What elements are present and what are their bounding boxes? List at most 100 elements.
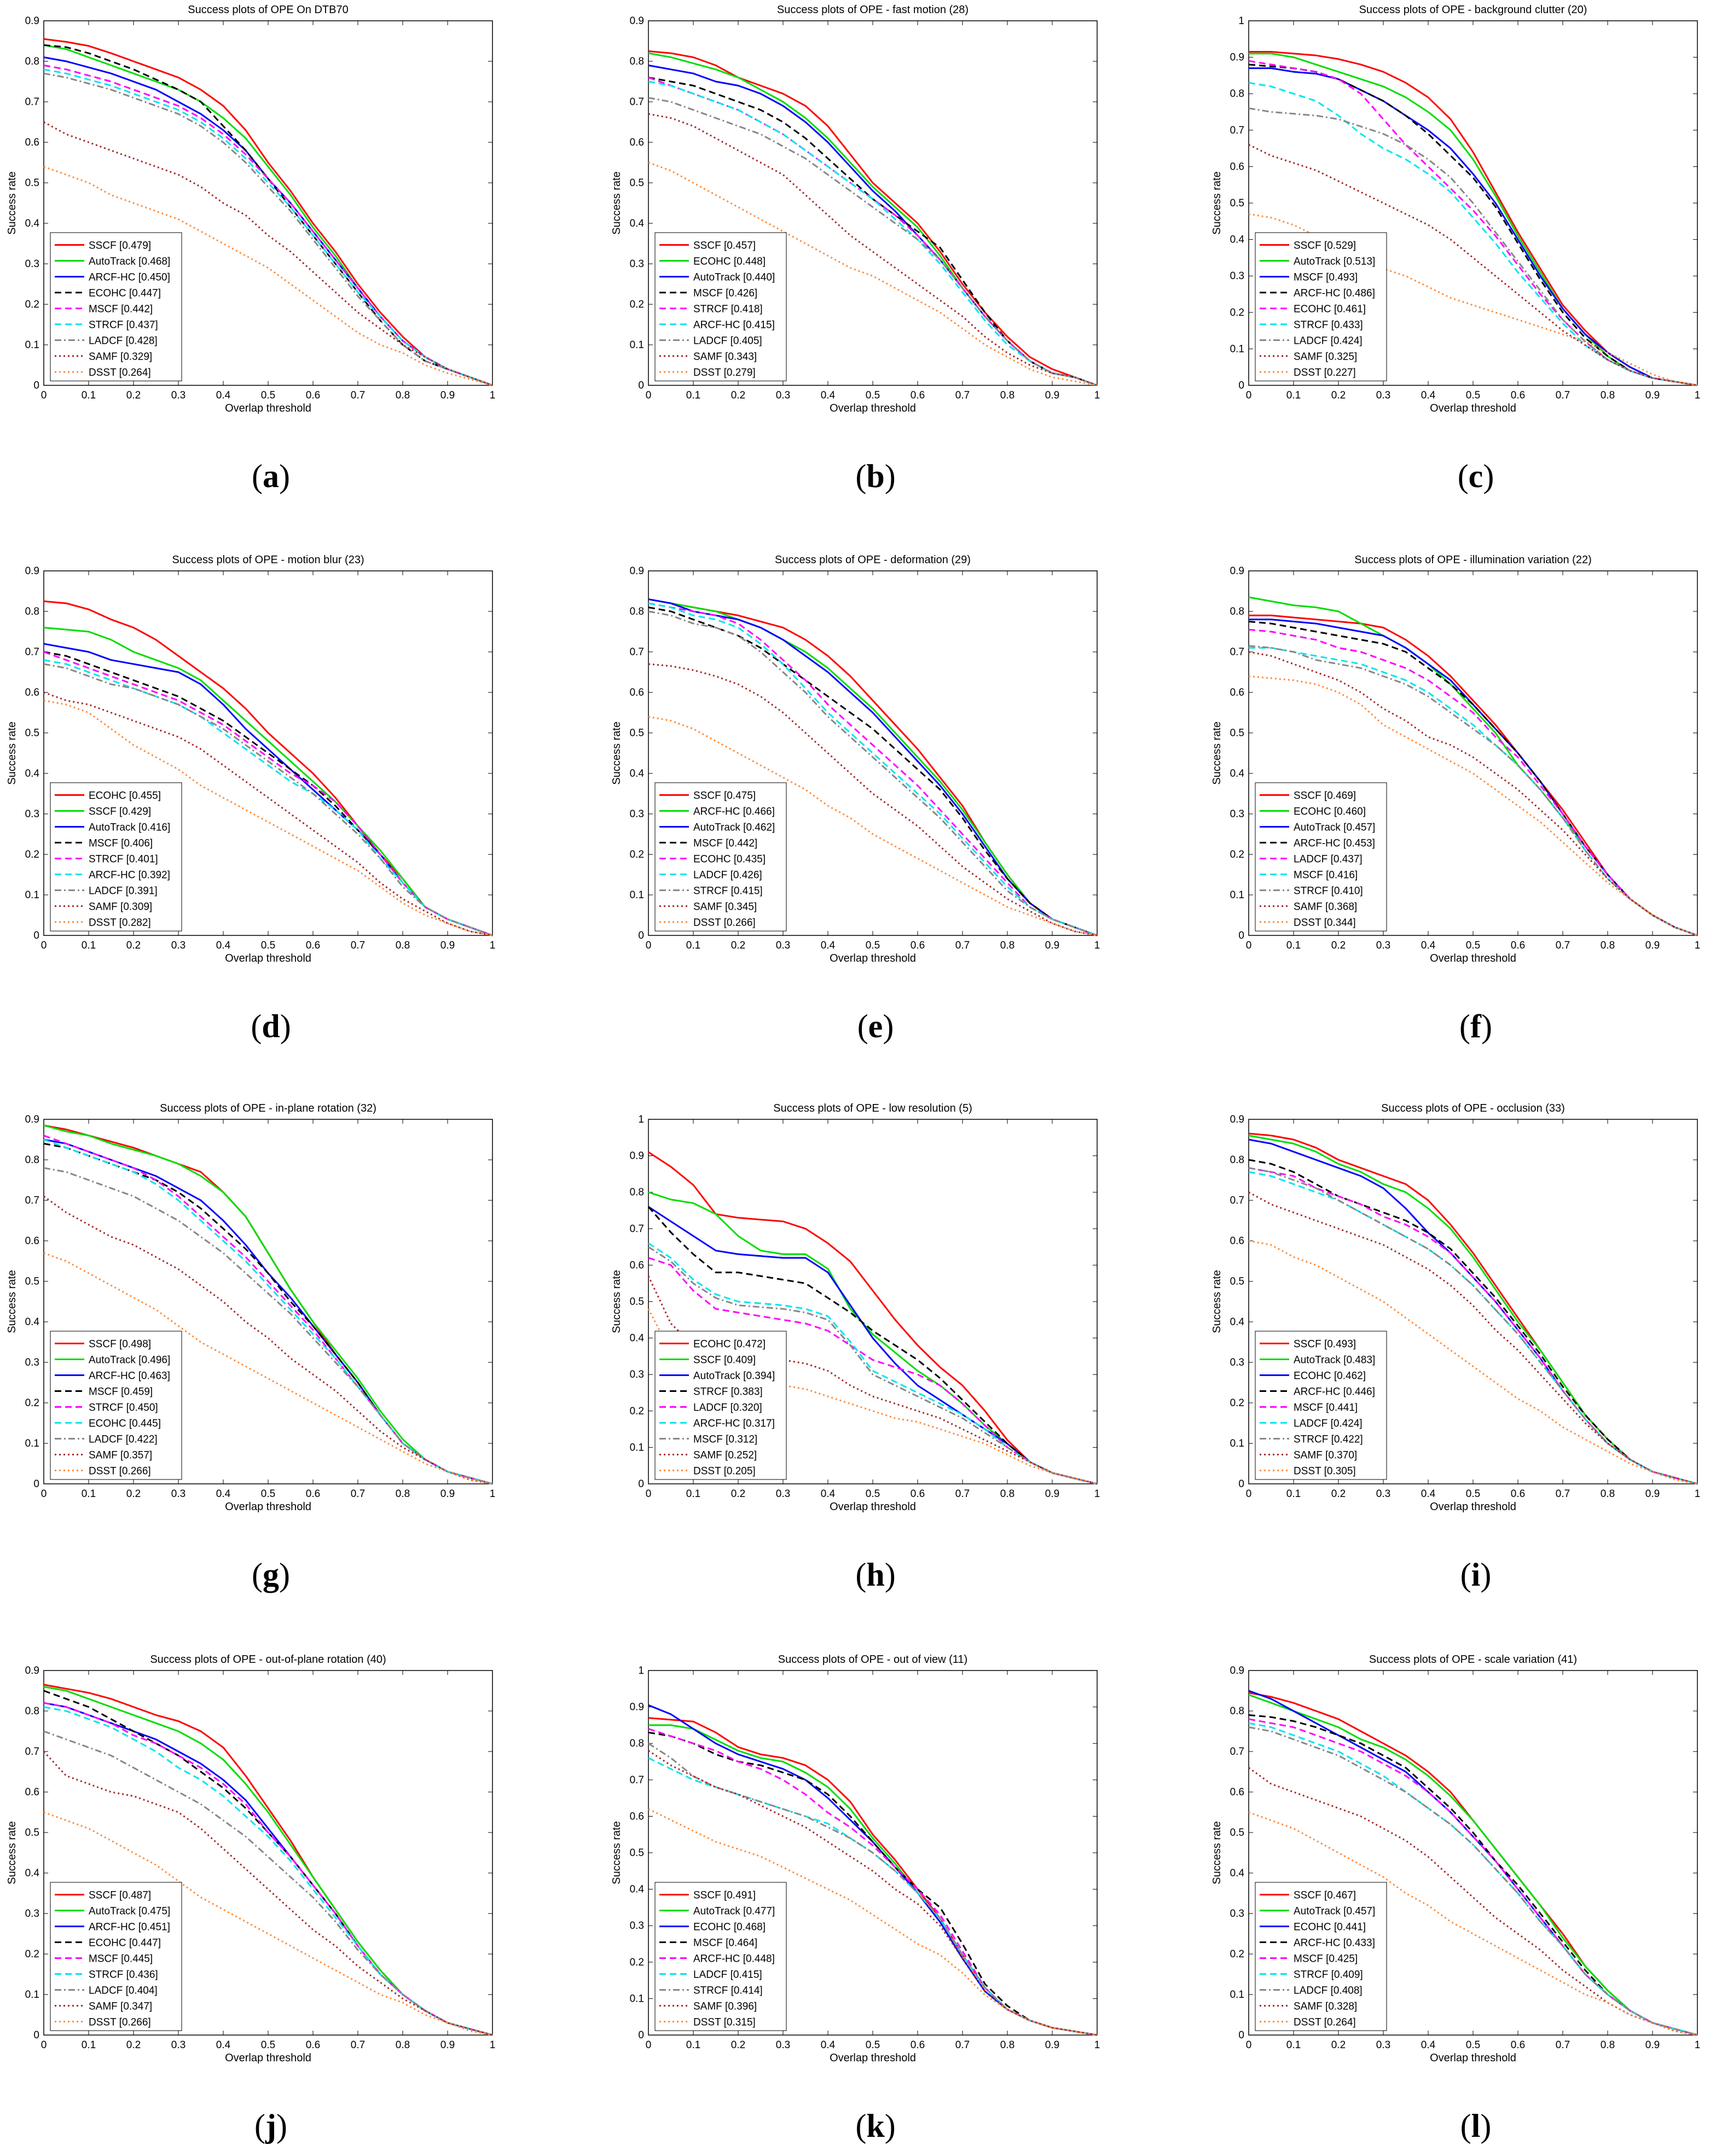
y-tick-label: 0.3 — [630, 1920, 644, 1932]
y-tick-label: 0.8 — [630, 606, 644, 617]
x-tick-label: 0.1 — [82, 940, 96, 951]
y-axis-label: Success rate — [1211, 1270, 1223, 1333]
y-tick-label: 0 — [1238, 930, 1244, 941]
x-tick-label: 0.8 — [1000, 940, 1014, 951]
legend-entry: DSST [0.279] — [693, 367, 756, 379]
x-axis-label: Overlap threshold — [1430, 2052, 1516, 2064]
x-tick-label: 0.6 — [1511, 390, 1525, 401]
x-tick-label: 0.7 — [955, 390, 970, 401]
legend-entry: STRCF [0.436] — [89, 1969, 158, 1981]
y-tick-label: 0.5 — [1230, 1276, 1244, 1287]
chart-panel-k: Success plots of OPE - out of view (11) 0… — [611, 1654, 1100, 2144]
x-tick-label: 1 — [490, 390, 496, 401]
legend-entry: LADCF [0.424] — [1294, 1418, 1363, 1430]
series-line-samf — [648, 1750, 1098, 2036]
legend-entry: DSST [0.266] — [89, 2017, 151, 2028]
x-tick-label: 0.8 — [396, 1488, 410, 1500]
y-tick-label: 0.7 — [630, 1223, 644, 1235]
series-line-ladcf — [43, 1730, 493, 2036]
y-tick-label: 0.7 — [25, 1195, 39, 1206]
legend-entry: MSCF [0.416] — [1294, 870, 1358, 881]
series-line-mscf — [648, 1246, 1098, 1485]
y-tick-label: 0.4 — [630, 768, 645, 779]
x-axis-label: Overlap threshold — [830, 402, 916, 414]
legend-entry: ECOHC [0.435] — [693, 854, 766, 865]
x-tick-label: 0.6 — [1511, 2039, 1525, 2051]
y-tick-label: 0.2 — [25, 1397, 39, 1409]
y-tick-label: 0.8 — [1230, 1154, 1244, 1166]
x-tick-label: 0.2 — [731, 940, 745, 951]
legend-entry: SAMF [0.345] — [693, 901, 757, 913]
y-tick-label: 0.1 — [630, 889, 644, 901]
y-tick-label: 0.2 — [25, 849, 39, 860]
chart-panel-a: Success plots of OPE On DTB70 0 0.1 0.2 0.3 0… — [6, 4, 495, 494]
legend-entry: MSCF [0.442] — [89, 304, 153, 315]
legend-entry: MSCF [0.441] — [1294, 1402, 1358, 1414]
legend-entry: STRCF [0.433] — [1294, 320, 1363, 331]
x-tick-label: 0.3 — [1376, 390, 1390, 401]
y-tick-label: 0.9 — [1230, 1114, 1244, 1125]
y-tick-label: 0.1 — [25, 1438, 39, 1449]
x-tick-label: 0.8 — [396, 2039, 410, 2051]
series-line-strcf — [43, 68, 493, 386]
legend-entry: DSST [0.227] — [1294, 367, 1356, 379]
legend-entry: AutoTrack [0.457] — [1294, 822, 1375, 834]
legend-entry: SAMF [0.325] — [1294, 351, 1357, 363]
legend-entry: LADCF [0.428] — [89, 336, 158, 347]
x-tick-label: 0.5 — [261, 2039, 275, 2051]
y-tick-label: 0.9 — [25, 565, 39, 577]
legend-entry: STRCF [0.437] — [89, 320, 158, 331]
legend-entry: MSCF [0.493] — [1294, 272, 1358, 284]
series-line-ladcf — [43, 1167, 493, 1485]
legend-entry: LADCF [0.422] — [89, 1434, 158, 1446]
y-axis-label: Success rate — [1211, 721, 1223, 785]
legend-entry: LADCF [0.320] — [693, 1402, 762, 1414]
legend-entry: LADCF [0.415] — [693, 1969, 762, 1981]
x-tick-label: 0.9 — [1645, 1488, 1660, 1500]
y-tick-label: 0.3 — [25, 808, 39, 820]
y-axis-label: Success rate — [6, 1821, 18, 1885]
y-tick-label: 0.6 — [25, 137, 39, 148]
legend-entry: DSST [0.266] — [693, 917, 756, 929]
chart-panel-d: Success plots of OPE - motion blur (23) 0… — [6, 554, 495, 1044]
x-tick-label: 0.1 — [1286, 1488, 1301, 1500]
series-line-arcf-hc — [648, 1242, 1098, 1485]
legend-entry: LADCF [0.404] — [89, 1985, 158, 1997]
x-tick-label: 0.5 — [866, 390, 880, 401]
legend-entry: ECOHC [0.445] — [89, 1418, 161, 1430]
y-tick-label: 0.5 — [630, 1296, 644, 1308]
legend-entry: MSCF [0.442] — [693, 838, 757, 849]
panel-caption: (j) — [254, 2108, 287, 2144]
legend-entry: AutoTrack [0.416] — [89, 822, 170, 834]
y-tick-label: 0.7 — [630, 96, 644, 108]
x-tick-label: 0.1 — [686, 1488, 700, 1500]
y-tick-label: 0.7 — [1230, 1195, 1244, 1206]
y-tick-label: 0.3 — [630, 808, 644, 820]
x-tick-label: 0.6 — [1511, 1488, 1525, 1500]
y-tick-label: 0.4 — [1230, 768, 1245, 779]
y-tick-label: 0.2 — [1230, 1949, 1244, 1960]
legend-entry: SSCF [0.475] — [693, 790, 756, 802]
series-line-dsst — [43, 700, 493, 937]
legend-entry: ARCF-HC [0.466] — [693, 806, 775, 818]
y-axis-label: Success rate — [611, 1270, 623, 1333]
y-tick-label: 0.6 — [1230, 1235, 1244, 1247]
legend-entry: ECOHC [0.461] — [1294, 304, 1366, 315]
y-tick-label: 0.2 — [630, 849, 644, 860]
x-tick-label: 0.4 — [821, 1488, 836, 1500]
y-tick-label: 0.8 — [630, 1738, 644, 1749]
series-line-samf — [1248, 144, 1698, 386]
series-line-samf — [43, 691, 493, 937]
x-axis-label: Overlap threshold — [1430, 402, 1516, 414]
x-tick-label: 0 — [1246, 2039, 1252, 2051]
panel-caption: (g) — [252, 1557, 290, 1593]
legend-entry: ARCF-HC [0.450] — [89, 272, 170, 284]
y-tick-label: 0.2 — [1230, 1397, 1244, 1409]
legend-entry: ARCF-HC [0.317] — [693, 1418, 775, 1430]
y-tick-label: 0.6 — [1230, 161, 1244, 172]
series-line-mscf — [648, 1731, 1098, 2036]
legend-entry: SSCF [0.429] — [89, 806, 151, 818]
x-axis-label: Overlap threshold — [830, 2052, 916, 2064]
x-tick-label: 1 — [1695, 390, 1701, 401]
legend-entry: LADCF [0.391] — [89, 886, 158, 897]
